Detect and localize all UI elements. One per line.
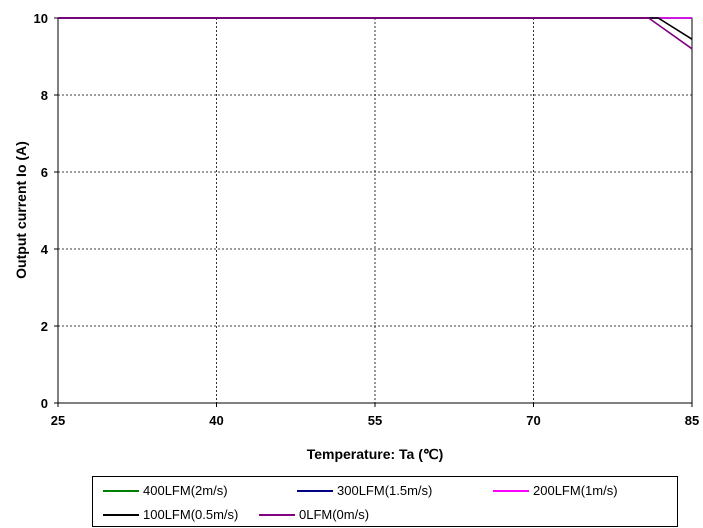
y-axis-title: Output current Io (A) bbox=[13, 141, 29, 279]
series-lines bbox=[58, 17, 693, 50]
legend: 400LFM(2m/s) 300LFM(1.5m/s) 200LFM(1m/s)… bbox=[92, 476, 678, 527]
x-axis-title: Temperature: Ta (℃) bbox=[307, 446, 444, 462]
grid-lines bbox=[58, 18, 692, 403]
series-line-4 bbox=[58, 17, 693, 50]
legend-label: 200LFM(1m/s) bbox=[533, 483, 618, 498]
legend-label: 0LFM(0m/s) bbox=[299, 507, 370, 522]
legend-swatch bbox=[103, 489, 139, 492]
legend-item-400lfm: 400LFM(2m/s) bbox=[103, 483, 228, 498]
y-tick-label: 8 bbox=[41, 88, 48, 103]
y-tick-label: 2 bbox=[41, 319, 48, 334]
x-tick-label: 40 bbox=[209, 413, 223, 428]
x-axis-ticks: 25 40 55 70 85 bbox=[51, 403, 699, 428]
y-tick-label: 10 bbox=[34, 11, 48, 26]
legend-item-300lfm: 300LFM(1.5m/s) bbox=[297, 483, 432, 498]
y-tick-label: 4 bbox=[41, 242, 49, 257]
y-tick-label: 6 bbox=[41, 165, 48, 180]
legend-swatch bbox=[297, 489, 333, 492]
legend-swatch bbox=[259, 513, 295, 516]
legend-swatch bbox=[103, 513, 139, 516]
x-tick-label: 70 bbox=[526, 413, 540, 428]
legend-item-100lfm: 100LFM(0.5m/s) bbox=[103, 507, 238, 522]
y-axis-ticks: 0 2 4 6 8 10 bbox=[34, 11, 58, 411]
derating-chart: 25 40 55 70 85 0 2 4 6 8 10 Temperature: Ta (℃) O… bbox=[13, 11, 699, 462]
legend-swatch bbox=[493, 489, 529, 492]
legend-item-0lfm: 0LFM(0m/s) bbox=[259, 507, 369, 522]
legend-item-200lfm: 200LFM(1m/s) bbox=[493, 483, 618, 498]
legend-label: 400LFM(2m/s) bbox=[143, 483, 228, 498]
x-tick-label: 85 bbox=[685, 413, 699, 428]
x-tick-label: 55 bbox=[368, 413, 382, 428]
legend-label: 300LFM(1.5m/s) bbox=[337, 483, 433, 498]
x-tick-label: 25 bbox=[51, 413, 65, 428]
legend-label: 100LFM(0.5m/s) bbox=[143, 507, 239, 522]
y-tick-label: 0 bbox=[41, 396, 48, 411]
